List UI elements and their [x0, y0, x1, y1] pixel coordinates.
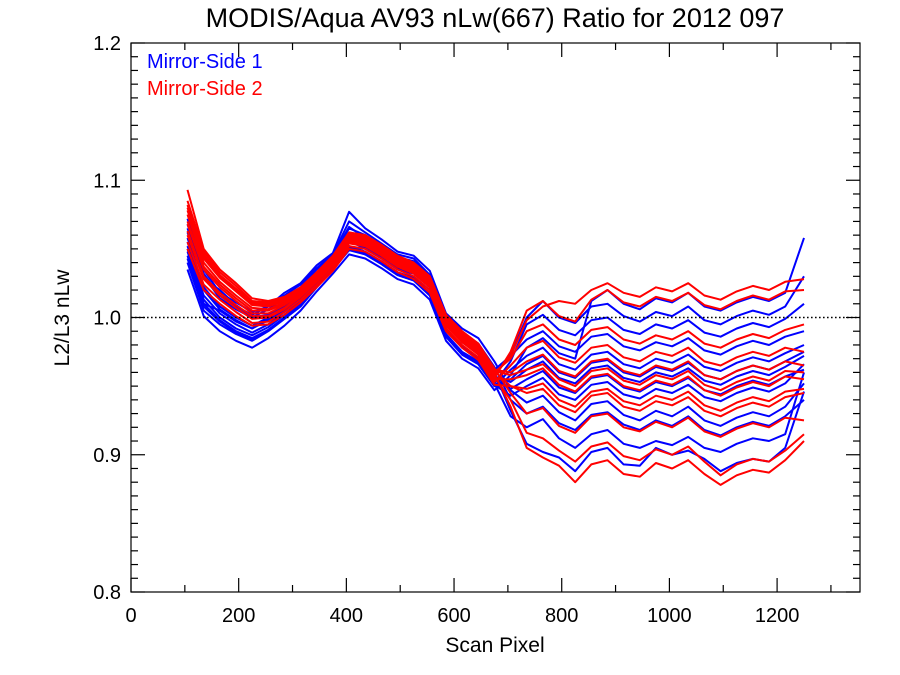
x-tick-label: 200 — [222, 605, 255, 627]
series-line-3-mirror-side-1 — [186, 210, 805, 427]
x-tick-label: 0 — [125, 605, 136, 627]
y-tick-label: 1.1 — [93, 170, 121, 192]
series-line-25-mirror-side-2 — [186, 204, 805, 392]
y-tick-labels: 0.8 0.9 1.0 1.1 1.2 — [93, 33, 121, 604]
legend-entry-mirror-side-2: Mirror-Side 2 — [147, 78, 263, 100]
x-tick-label: 1000 — [647, 605, 692, 627]
x-tick-label: 800 — [545, 605, 578, 627]
series-line-20-mirror-side-2 — [186, 241, 805, 383]
x-tick-label: 400 — [330, 605, 363, 627]
legend-entry-mirror-side-1: Mirror-Side 1 — [147, 51, 263, 73]
tick-layer — [130, 42, 860, 593]
y-axis-title: L2/L3 nLw — [51, 269, 74, 367]
series-line-22-mirror-side-2 — [186, 230, 805, 379]
x-tick-label: 1200 — [755, 605, 800, 627]
x-tick-label: 600 — [437, 605, 470, 627]
y-tick-label: 0.8 — [93, 582, 121, 604]
series-line-24-mirror-side-2 — [186, 247, 805, 412]
chart-title: MODIS/Aqua AV93 nLw(667) Ratio for 2012 … — [206, 3, 785, 33]
series-line-23-mirror-side-2 — [186, 221, 805, 377]
series-layer — [186, 189, 805, 486]
x-tick-labels: 0 200 400 600 800 1000 1200 — [125, 605, 799, 627]
y-tick-label: 0.9 — [93, 445, 121, 467]
x-axis-title: Scan Pixel — [445, 634, 544, 657]
y-tick-label: 1.2 — [93, 33, 121, 55]
series-line-18-mirror-side-2 — [186, 234, 805, 397]
y-tick-label: 1.0 — [93, 308, 121, 330]
legend: Mirror-Side 1 Mirror-Side 2 — [147, 51, 263, 100]
